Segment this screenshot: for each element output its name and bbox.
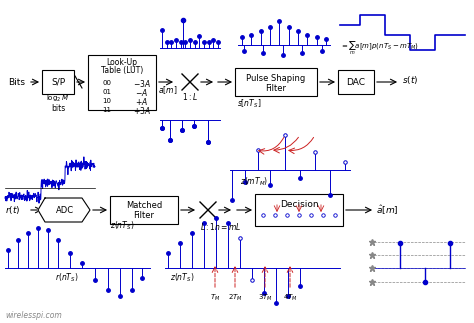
Text: Matched: Matched [126, 201, 162, 210]
Text: DAC: DAC [346, 78, 365, 87]
Text: Bits: Bits [8, 78, 25, 87]
Text: $-A$: $-A$ [136, 87, 148, 98]
FancyBboxPatch shape [110, 196, 178, 224]
Text: $+A$: $+A$ [136, 96, 148, 107]
Text: $-3A$: $-3A$ [133, 78, 151, 89]
FancyBboxPatch shape [42, 70, 74, 94]
Text: $\log_2 M$: $\log_2 M$ [46, 94, 70, 104]
Text: $+3A$: $+3A$ [133, 105, 151, 116]
Text: $s[nT_S]$: $s[nT_S]$ [237, 98, 262, 110]
Text: $n = mL$: $n = mL$ [214, 221, 242, 232]
Text: $s(t)$: $s(t)$ [402, 74, 419, 86]
FancyBboxPatch shape [235, 68, 317, 96]
Text: 10: 10 [102, 98, 111, 104]
Text: ADC: ADC [56, 205, 74, 214]
Text: Table (LUT): Table (LUT) [101, 66, 143, 75]
Text: $r(t)$: $r(t)$ [5, 204, 20, 216]
Text: Filter: Filter [265, 84, 286, 92]
Text: $z(nT_S)$: $z(nT_S)$ [110, 220, 135, 232]
Text: Decision: Decision [280, 200, 319, 209]
Text: 11: 11 [102, 107, 111, 113]
Text: $T_M$: $T_M$ [210, 293, 220, 303]
Text: wirelesspi.com: wirelesspi.com [5, 310, 62, 319]
Text: S/P: S/P [51, 78, 65, 87]
Text: 00: 00 [102, 80, 111, 86]
Text: $3T_M$: $3T_M$ [257, 293, 273, 303]
Text: $2T_M$: $2T_M$ [228, 293, 242, 303]
Text: bits: bits [51, 103, 65, 112]
Text: Look-Up: Look-Up [107, 57, 137, 67]
Text: Filter: Filter [134, 211, 155, 220]
Text: $r(nT_S)$: $r(nT_S)$ [55, 272, 79, 284]
Polygon shape [38, 198, 90, 222]
FancyBboxPatch shape [338, 70, 374, 94]
Text: 01: 01 [102, 89, 111, 95]
Text: $z(mT_M)$: $z(mT_M)$ [240, 176, 268, 188]
Text: $\hat{a}[m]$: $\hat{a}[m]$ [376, 203, 399, 217]
Text: $z(nT_S)$: $z(nT_S)$ [170, 272, 194, 284]
Text: $4T_M$: $4T_M$ [283, 293, 297, 303]
Text: $= \sum_m a[m]p(nT_S - mT_M)$: $= \sum_m a[m]p(nT_S - mT_M)$ [340, 39, 419, 57]
FancyBboxPatch shape [88, 55, 156, 110]
Text: $1:L$: $1:L$ [182, 90, 198, 101]
Text: Pulse Shaping: Pulse Shaping [246, 74, 306, 82]
FancyBboxPatch shape [255, 194, 343, 226]
Text: $a[m]$: $a[m]$ [158, 84, 178, 96]
Text: $L:1$: $L:1$ [200, 221, 216, 232]
